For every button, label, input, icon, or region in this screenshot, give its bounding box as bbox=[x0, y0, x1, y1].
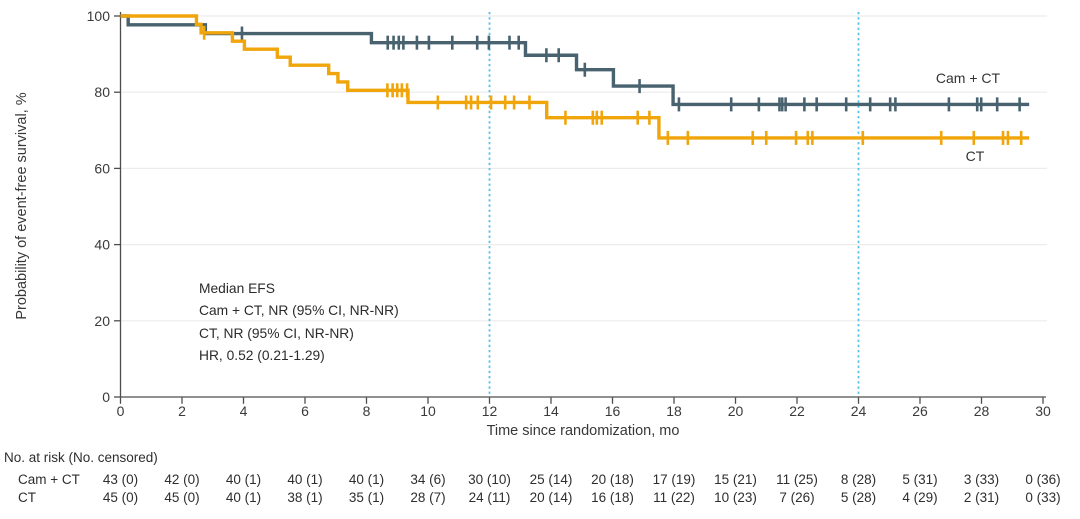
y-tick-label-60: 60 bbox=[94, 160, 110, 176]
x-tick-label-30: 30 bbox=[1035, 403, 1051, 419]
at-risk-value: 4 (29) bbox=[902, 490, 938, 505]
x-axis-title: Time since randomization, mo bbox=[486, 423, 680, 439]
at-risk-value: 3 (33) bbox=[963, 472, 1000, 487]
y-tick-label-40: 40 bbox=[94, 237, 110, 253]
x-tick-label-6: 6 bbox=[301, 403, 309, 419]
series-curve-ct bbox=[120, 14, 1030, 140]
x-tick-label-4: 4 bbox=[240, 403, 248, 419]
at-risk-value: 24 (11) bbox=[468, 490, 511, 505]
x-tick-label-22: 22 bbox=[789, 403, 805, 419]
annotation-line-ct: CT, NR (95% CI, NR-NR) bbox=[199, 325, 354, 341]
at-risk-value: 15 (21) bbox=[714, 472, 757, 487]
at-risk-value: 42 (0) bbox=[164, 472, 200, 487]
x-tick-label-12: 12 bbox=[482, 403, 498, 419]
at-risk-value: 40 (1) bbox=[225, 490, 262, 505]
annotation-line-camct: Cam + CT, NR (95% CI, NR-NR) bbox=[199, 303, 399, 319]
at-risk-value: 45 (0) bbox=[102, 490, 139, 505]
annotation-line-hr: HR, 0.52 (0.21-1.29) bbox=[199, 348, 325, 364]
series-label-camct: Cam + CT bbox=[935, 70, 1001, 86]
at-risk-row-label-ct: CT bbox=[18, 490, 36, 505]
at-risk-table-title: No. at risk (No. censored) bbox=[4, 450, 158, 465]
at-risk-value: 16 (18) bbox=[591, 490, 634, 505]
at-risk-value: 43 (0) bbox=[102, 472, 139, 487]
x-tick-label-14: 14 bbox=[543, 403, 559, 419]
at-risk-value: 0 (36) bbox=[1025, 472, 1061, 487]
at-risk-row-label-camct: Cam + CT bbox=[18, 472, 80, 487]
at-risk-value: 40 (1) bbox=[348, 472, 385, 487]
at-risk-value: 38 (1) bbox=[287, 490, 323, 505]
at-risk-value: 35 (1) bbox=[348, 490, 385, 505]
at-risk-value: 40 (1) bbox=[225, 472, 262, 487]
at-risk-value: 20 (18) bbox=[591, 472, 634, 487]
at-risk-value: 45 (0) bbox=[164, 490, 200, 505]
x-tick-label-0: 0 bbox=[117, 403, 125, 419]
x-tick-label-18: 18 bbox=[666, 403, 682, 419]
x-tick-label-28: 28 bbox=[974, 403, 990, 419]
at-risk-row-ct: CT 45 (0) 45 (0) 40 (1) 38 (1) 35 (1) 28 (7) 2… bbox=[0, 490, 1080, 507]
series-curve-cam-ct bbox=[120, 14, 1030, 107]
at-risk-value: 34 (6) bbox=[410, 472, 446, 487]
stats-annotation: Median EFS Cam + CT, NR (95% CI, NR-NR) … bbox=[199, 278, 399, 368]
at-risk-value: 10 (23) bbox=[714, 490, 757, 505]
y-axis-title: Probability of event-free survival, % bbox=[14, 92, 30, 320]
y-tick-label-20: 20 bbox=[94, 313, 110, 329]
at-risk-value: 0 (33) bbox=[1025, 490, 1061, 505]
x-tick-label-24: 24 bbox=[851, 403, 867, 419]
at-risk-value: 30 (10) bbox=[468, 472, 511, 487]
y-tick-label-80: 80 bbox=[94, 84, 110, 100]
series-label-ct: CT bbox=[965, 148, 985, 164]
at-risk-value: 17 (19) bbox=[652, 472, 696, 487]
at-risk-value: 5 (28) bbox=[840, 490, 877, 505]
y-tick-label-100: 100 bbox=[87, 8, 111, 24]
at-risk-value: 40 (1) bbox=[287, 472, 323, 487]
at-risk-value: 28 (7) bbox=[410, 490, 446, 505]
at-risk-value: 7 (26) bbox=[779, 490, 815, 505]
at-risk-value: 8 (28) bbox=[840, 472, 877, 487]
x-tick-label-20: 20 bbox=[728, 403, 744, 419]
at-risk-value: 11 (25) bbox=[776, 472, 818, 487]
x-tick-label-10: 10 bbox=[420, 403, 436, 419]
at-risk-value: 2 (31) bbox=[963, 490, 1000, 505]
at-risk-value: 25 (14) bbox=[529, 472, 573, 487]
x-tick-label-2: 2 bbox=[178, 403, 186, 419]
y-tick-label-0: 0 bbox=[102, 389, 110, 405]
at-risk-value: 5 (31) bbox=[902, 472, 938, 487]
annotation-line-median: Median EFS bbox=[199, 281, 275, 296]
at-risk-row-camct: Cam + CT 43 (0) 42 (0) 40 (1) 40 (1) 40 (1) 3… bbox=[0, 472, 1080, 489]
x-tick-label-8: 8 bbox=[363, 403, 371, 419]
x-tick-label-16: 16 bbox=[605, 403, 621, 419]
at-risk-value: 11 (22) bbox=[653, 490, 695, 505]
x-tick-label-26: 26 bbox=[912, 403, 928, 419]
at-risk-value: 20 (14) bbox=[529, 490, 573, 505]
